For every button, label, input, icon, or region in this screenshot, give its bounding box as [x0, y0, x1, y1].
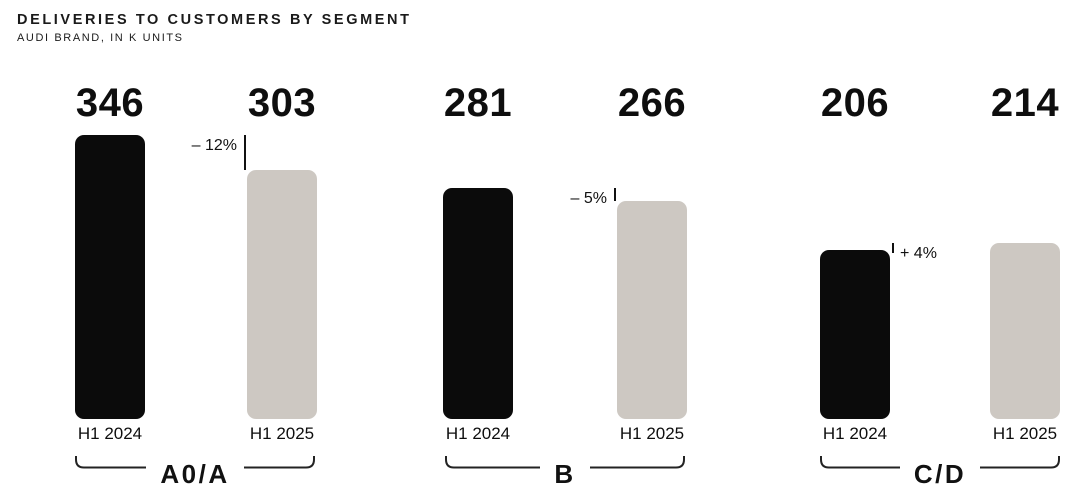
change-tick-b: [614, 188, 616, 201]
series-label-h1-2024-a0-a: H1 2024: [77, 424, 143, 443]
chart-header: DELIVERIES TO CUSTOMERS BY SEGMENT AUDI …: [17, 12, 412, 44]
bar-h1-2025-b: [617, 201, 687, 419]
bar-h1-2024-a0-a: [75, 135, 145, 419]
bar-h1-2024-b: [443, 188, 513, 419]
change-label-a0-a: – 12%: [191, 137, 237, 154]
change-label-c-d: + 4%: [900, 245, 937, 262]
bar-h1-2025-a0-a: [247, 170, 317, 419]
series-label-h1-2025-a0-a: H1 2025: [249, 424, 315, 443]
change-tick-a0-a: [244, 135, 246, 170]
value-label-h1-2025-a0-a: 303: [247, 81, 317, 125]
value-label-h1-2024-b: 281: [443, 81, 513, 125]
change-tick-c-d: [892, 243, 894, 253]
chart-title: DELIVERIES TO CUSTOMERS BY SEGMENT: [17, 12, 412, 28]
bar-h1-2024-c-d: [820, 250, 890, 419]
segment-label-c-d: C/D: [820, 459, 1060, 489]
value-label-h1-2025-c-d: 214: [990, 81, 1060, 125]
value-label-h1-2024-a0-a: 346: [75, 81, 145, 125]
series-label-h1-2024-b: H1 2024: [445, 424, 511, 443]
change-label-b: – 5%: [570, 190, 607, 207]
series-label-h1-2025-b: H1 2025: [619, 424, 685, 443]
series-label-h1-2024-c-d: H1 2024: [822, 424, 888, 443]
segment-label-text-c-d: C/D: [899, 459, 981, 489]
bar-h1-2025-c-d: [990, 243, 1060, 419]
segment-label-a0-a: A0/A: [75, 459, 315, 489]
segment-label-text-b: B: [540, 459, 590, 489]
chart-subtitle: AUDI BRAND, IN K UNITS: [17, 32, 184, 44]
segment-label-b: B: [445, 459, 685, 489]
value-label-h1-2024-c-d: 206: [820, 81, 890, 125]
value-label-h1-2025-b: 266: [617, 81, 687, 125]
series-label-h1-2025-c-d: H1 2025: [992, 424, 1058, 443]
segment-label-text-a0-a: A0/A: [146, 459, 244, 489]
